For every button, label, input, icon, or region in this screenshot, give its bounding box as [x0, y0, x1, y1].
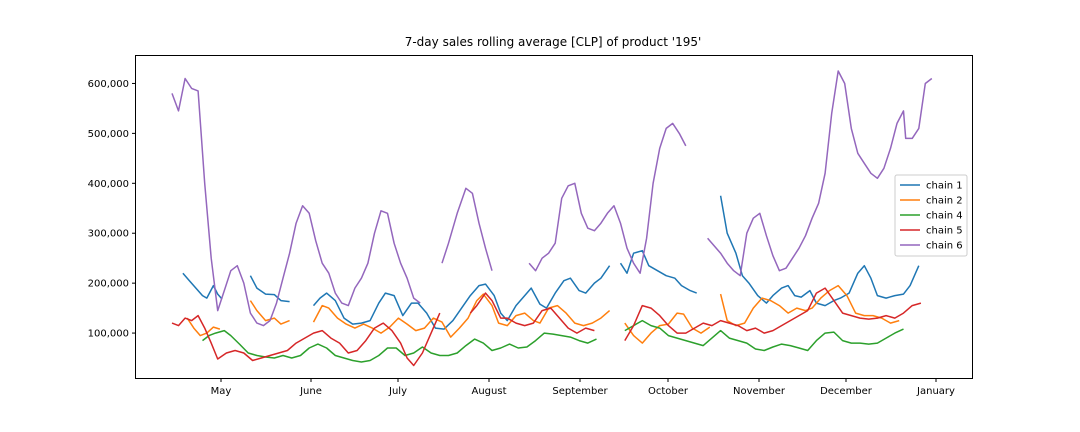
legend-box	[894, 174, 968, 257]
legend-label: chain 5	[926, 226, 963, 237]
series-line-segment	[528, 122, 687, 274]
x-tick-label: September	[552, 386, 608, 397]
series-line-segment	[186, 317, 221, 337]
series-line-segment	[202, 329, 597, 363]
series-line-segment	[312, 293, 611, 338]
series-line-segment	[171, 312, 441, 367]
series-line-segment	[249, 275, 290, 303]
x-tick-label: December	[820, 386, 873, 397]
legend-label: chain 1	[926, 181, 963, 192]
series-line-segment	[312, 265, 611, 330]
series-line-segment	[441, 187, 493, 271]
x-axis: May June July August September October Novembe…	[211, 378, 955, 397]
y-tick-label: 200,000	[88, 279, 129, 290]
x-tick-label: November	[733, 386, 786, 397]
series-line-segment	[182, 272, 223, 300]
x-tick-label: June	[299, 386, 322, 397]
y-tick-label: 400,000	[88, 179, 129, 190]
legend-label: chain 4	[926, 211, 963, 222]
x-tick-label: May	[211, 386, 232, 397]
legend-label: chain 6	[926, 241, 963, 252]
y-tick-label: 500,000	[88, 129, 129, 140]
plot-frame	[135, 55, 973, 379]
series-line-segment	[624, 312, 711, 344]
x-tick-label: August	[472, 386, 507, 397]
y-axis: 100,000 200,000 300,000 400,000 500,000 600,0…	[88, 79, 136, 340]
series-chain-4	[202, 319, 904, 363]
x-tick-label: July	[388, 386, 407, 397]
series-line-segment	[171, 77, 421, 327]
series-line-segment	[624, 319, 904, 352]
x-tick-label: October	[648, 386, 689, 397]
x-tick-label: January	[916, 386, 955, 397]
series-chain-5	[171, 287, 922, 367]
series-layer	[171, 70, 933, 367]
series-line-segment	[469, 292, 595, 334]
y-tick-label: 600,000	[88, 79, 129, 90]
series-chain-6	[171, 70, 933, 327]
chart-title: 7-day sales rolling average [CLP] of pro…	[405, 35, 702, 49]
legend-label: chain 2	[926, 196, 963, 207]
y-tick-label: 100,000	[88, 329, 129, 340]
y-tick-label: 300,000	[88, 229, 129, 240]
series-line-segment	[707, 70, 933, 277]
series-line-segment	[624, 287, 922, 341]
legend: chain 1 chain 2 chain 4 chain 5 chain 6	[894, 174, 968, 257]
